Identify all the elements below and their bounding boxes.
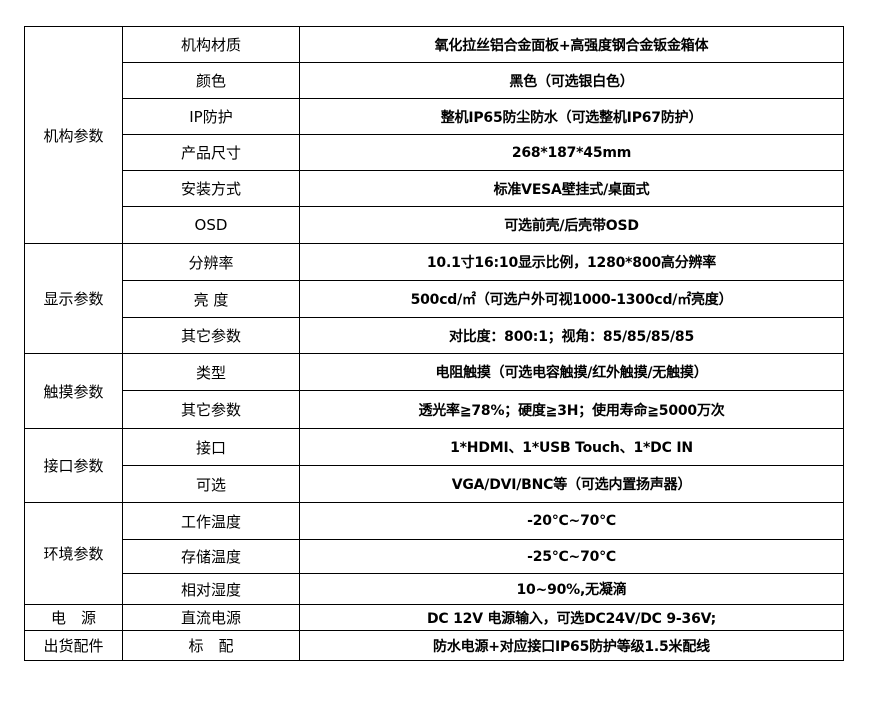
spec-value: 黑色（可选银白色） xyxy=(299,62,844,99)
group-label: 触摸参数 xyxy=(24,353,123,429)
spec-value: 电阻触摸（可选电容触摸/红外触摸/无触摸） xyxy=(299,353,844,391)
spec-row: OSD 可选前壳/后壳带OSD xyxy=(25,206,844,244)
spec-key: 亮 度 xyxy=(122,280,300,318)
spec-value: 氧化拉丝铝合金面板+高强度钢合金钣金箱体 xyxy=(299,26,844,63)
spec-table: 机构参数 机构材质 氧化拉丝铝合金面板+高强度钢合金钣金箱体 颜色 黑色（可选银白色） I… xyxy=(24,26,844,661)
spec-row: 接口参数 接口 1*HDMI、1*USB Touch、1*DC IN xyxy=(24,428,844,503)
spec-key: IP防护 xyxy=(122,98,300,135)
spec-key: 接口 xyxy=(122,428,300,466)
spec-key: 标 配 xyxy=(122,630,300,661)
spec-row: 出货配件标 配防水电源+对应接口IP65防护等级1.5米配线 xyxy=(24,630,844,661)
spec-key: 分辨率 xyxy=(122,243,300,281)
spec-value: 500cd/㎡（可选户外可视1000-1300cd/㎡亮度） xyxy=(299,280,844,318)
spec-key: 产品尺寸 xyxy=(122,134,300,171)
spec-row: 亮 度 500cd/㎡（可选户外可视1000-1300cd/㎡亮度） xyxy=(25,280,844,318)
spec-row: 机构参数 机构材质 氧化拉丝铝合金面板+高强度钢合金钣金箱体 xyxy=(24,26,844,244)
spec-value: 整机IP65防尘防水（可选整机IP67防护） xyxy=(299,98,844,135)
group-label: 显示参数 xyxy=(24,243,123,354)
spec-key: 其它参数 xyxy=(122,317,300,354)
spec-row: 安装方式 标准VESA壁挂式/桌面式 xyxy=(25,170,844,207)
spec-key: 其它参数 xyxy=(122,390,300,429)
spec-row: 相对湿度 10~90%,无凝滴 xyxy=(25,573,844,605)
spec-row: 存储温度 -25℃~70℃ xyxy=(25,539,844,574)
group-label: 环境参数 xyxy=(24,502,123,605)
spec-row: 环境参数 工作温度 -20℃~70℃ xyxy=(24,502,844,605)
spec-value: -20℃~70℃ xyxy=(299,502,844,540)
spec-value: 标准VESA壁挂式/桌面式 xyxy=(299,170,844,207)
spec-value: 10.1寸16:10显示比例，1280*800高分辨率 xyxy=(299,243,844,281)
spec-value: 可选前壳/后壳带OSD xyxy=(299,206,844,244)
spec-row: 电 源直流电源 DC 12V 电源输入，可选DC24V/DC 9-36V; xyxy=(24,604,844,631)
spec-key: 可选 xyxy=(122,465,300,503)
spec-row: 触摸参数 类型 电阻触摸（可选电容触摸/红外触摸/无触摸） xyxy=(24,353,844,429)
spec-value: 对比度：800:1；视角：85/85/85/85 xyxy=(299,317,844,354)
spec-key: 安装方式 xyxy=(122,170,300,207)
spec-value: 1*HDMI、1*USB Touch、1*DC IN xyxy=(299,428,844,466)
spec-key: 直流电源 xyxy=(122,604,300,631)
spec-row: 显示参数 分辨率 10.1寸16:10显示比例，1280*800高分辨率 xyxy=(24,243,844,354)
spec-row: 产品尺寸 268*187*45mm xyxy=(25,134,844,171)
spec-key: 机构材质 xyxy=(122,26,300,63)
spec-value: 透光率≧78%；硬度≧3H；使用寿命≧5000万次 xyxy=(299,390,844,429)
spec-key: 工作温度 xyxy=(122,502,300,540)
spec-row: 其它参数 透光率≧78%；硬度≧3H；使用寿命≧5000万次 xyxy=(25,390,844,429)
spec-value: 防水电源+对应接口IP65防护等级1.5米配线 xyxy=(299,630,844,661)
spec-value: -25℃~70℃ xyxy=(299,539,844,574)
spec-row: IP防护 整机IP65防尘防水（可选整机IP67防护） xyxy=(25,98,844,135)
spec-value: 268*187*45mm xyxy=(299,134,844,171)
spec-value: VGA/DVI/BNC等（可选内置扬声器） xyxy=(299,465,844,503)
group-label: 接口参数 xyxy=(24,428,123,503)
spec-row: 颜色 黑色（可选银白色） xyxy=(25,62,844,99)
group-label: 机构参数 xyxy=(24,26,123,244)
spec-key: OSD xyxy=(122,206,300,244)
spec-row: 其它参数 对比度：800:1；视角：85/85/85/85 xyxy=(25,317,844,354)
group-label: 电 源 xyxy=(24,604,123,631)
group-label: 出货配件 xyxy=(24,630,123,661)
spec-row: 可选 VGA/DVI/BNC等（可选内置扬声器） xyxy=(25,465,844,503)
spec-value: 10~90%,无凝滴 xyxy=(299,573,844,605)
spec-key: 类型 xyxy=(122,353,300,391)
spec-key: 颜色 xyxy=(122,62,300,99)
spec-key: 存储温度 xyxy=(122,539,300,574)
spec-value: DC 12V 电源输入，可选DC24V/DC 9-36V; xyxy=(299,604,844,631)
spec-key: 相对湿度 xyxy=(122,573,300,605)
